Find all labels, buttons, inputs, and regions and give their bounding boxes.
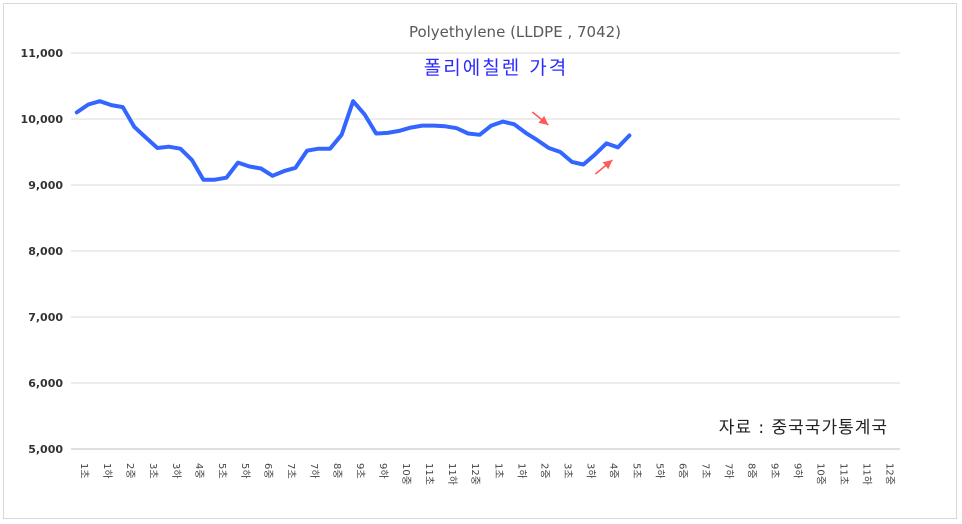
x-tick-label: 4중 [607, 463, 619, 479]
x-tick-label: 2중 [538, 463, 550, 479]
x-tick-label: 6중 [676, 463, 688, 479]
x-tick-label: 12중 [469, 463, 481, 485]
x-tick-label: 3하 [170, 463, 183, 479]
x-tick-label: 10중 [815, 463, 827, 485]
x-tick-label: 1초 [492, 463, 504, 479]
annotation-arrow [594, 159, 613, 175]
x-tick-label: 8중 [331, 463, 343, 479]
x-tick-label: 12중 [884, 463, 896, 485]
annotation-arrows [531, 111, 613, 175]
chart-subtitle: 폴리에칠렌 가격 [424, 57, 568, 79]
y-tick-label: 5,000 [28, 443, 63, 456]
chart-frame [3, 3, 957, 519]
series-layer [74, 99, 632, 182]
x-tick-label: 5초 [630, 463, 642, 479]
x-tick-label: 3초 [561, 463, 573, 479]
gridlines [71, 52, 900, 450]
x-tick-label: 3하 [584, 463, 597, 479]
x-tick-label: 5하 [239, 463, 252, 479]
y-tick-label: 10,000 [21, 113, 64, 126]
x-tick-label: 9하 [792, 463, 805, 479]
x-tick-label: 7초 [700, 463, 712, 479]
x-tick-label: 11초 [838, 463, 850, 485]
x-tick-label: 5하 [653, 463, 666, 479]
annotation-arrow [531, 111, 549, 126]
x-tick-label: 11초 [423, 463, 435, 485]
x-tick-label: 9초 [769, 463, 781, 479]
source-note: 자료 : 중국국가통계국 [719, 418, 888, 438]
x-tick-label: 9초 [354, 463, 366, 479]
y-tick-label: 8,000 [28, 245, 63, 258]
x-tick-label: 1하 [101, 463, 114, 479]
x-tick-label: 2중 [124, 463, 136, 479]
x-tick-label: 8중 [746, 463, 758, 479]
x-tick-label: 11하 [861, 463, 874, 485]
x-tick-label: 3초 [147, 463, 159, 479]
y-tick-label: 11,000 [21, 47, 64, 60]
x-tick-label: 4중 [193, 463, 205, 479]
x-tick-label: 11하 [446, 463, 459, 485]
chart-title: Polyethylene (LLDPE , 7042) [409, 23, 621, 41]
x-tick-label: 5초 [216, 463, 228, 479]
y-tick-label: 6,000 [28, 377, 63, 390]
x-tick-label: 6중 [262, 463, 274, 479]
x-axis-ticks: 1초 1하 2중 3초 3하 4중 5초 5하 6중 7초 7하 8중 9초 9하 10중 11초 11하 12중… [78, 463, 896, 485]
x-tick-label: 7하 [308, 463, 321, 479]
x-tick-label: 7하 [723, 463, 736, 479]
series-line [74, 99, 632, 182]
y-tick-label: 7,000 [28, 311, 63, 324]
y-axis-ticks: 5,000 6,000 7,000 8,000 9,000 10,000 11,000 [21, 47, 64, 456]
x-tick-label: 1하 [515, 463, 528, 479]
x-tick-label: 1초 [78, 463, 90, 479]
x-tick-label: 9하 [377, 463, 390, 479]
x-tick-label: 7초 [285, 463, 297, 479]
x-tick-label: 10중 [400, 463, 412, 485]
y-tick-label: 9,000 [28, 179, 63, 192]
